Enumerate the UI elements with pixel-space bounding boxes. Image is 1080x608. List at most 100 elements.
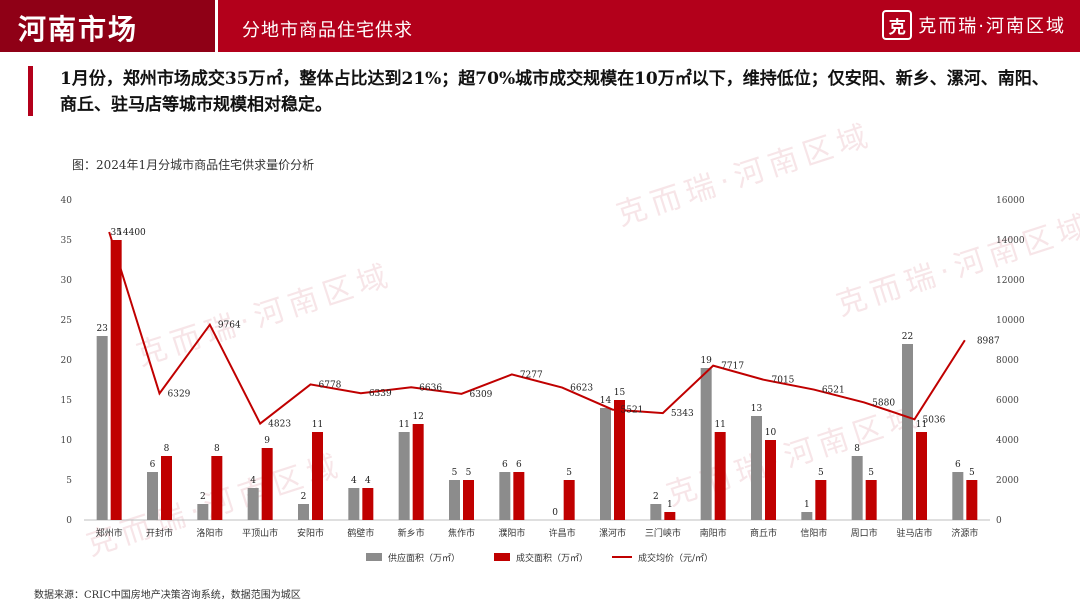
x-category-label: 鹤壁市: [347, 527, 374, 539]
header-bar: 河南市场 分地市商品住宅供求 克 克而瑞·河南区域: [0, 0, 1080, 52]
supply-data-label: 11: [398, 420, 409, 430]
deal-data-label: 4: [365, 476, 371, 486]
price-data-label: 7717: [721, 362, 744, 372]
deal-bar: [815, 480, 827, 520]
x-category-label: 商丘市: [750, 527, 777, 539]
deal-bar: [110, 240, 122, 520]
supply-data-label: 6: [150, 460, 156, 470]
supply-bar: [147, 472, 158, 520]
supply-data-label: 6: [955, 460, 961, 470]
deal-data-label: 11: [714, 420, 725, 430]
supply-data-label: 2: [653, 492, 659, 502]
supply-data-label: 6: [502, 460, 508, 470]
price-data-label: 14400: [117, 228, 146, 238]
price-data-label: 6623: [570, 384, 593, 394]
page-subtitle: 分地市商品住宅供求: [242, 20, 413, 41]
y-right-tick-label: 2000: [996, 476, 1019, 486]
y-right-tick-label: 0: [996, 516, 1002, 526]
supply-bar: [650, 504, 662, 520]
legend-swatch: [494, 553, 510, 561]
price-data-label: 5880: [872, 398, 895, 408]
x-category-label: 漯河市: [599, 527, 626, 539]
deal-bar: [714, 432, 726, 520]
legend-label: 成交均价（元/㎡）: [638, 552, 713, 564]
deal-data-label: 1: [667, 500, 673, 510]
header-title-box: 河南市场: [0, 0, 215, 52]
logo-seal-icon: 克: [882, 10, 913, 40]
deal-data-label: 8: [164, 444, 170, 454]
x-category-label: 济源市: [951, 527, 978, 539]
deal-bar: [312, 432, 323, 520]
deal-bar: [161, 456, 172, 520]
price-data-label: 6309: [470, 390, 493, 400]
deal-bar: [463, 480, 474, 520]
data-source-note: 数据来源：CRIC中国房地产决策咨询系统，数据范围为城区: [34, 590, 301, 601]
y-left-tick-label: 35: [61, 236, 73, 246]
x-category-label: 平顶山市: [242, 527, 278, 539]
page-title: 河南市场: [18, 13, 139, 46]
price-data-label: 7277: [520, 370, 543, 380]
supply-data-label: 2: [200, 492, 206, 502]
deal-bar: [865, 480, 877, 520]
supply-data-label: 13: [751, 404, 763, 414]
supply-data-label: 1: [804, 500, 810, 510]
supply-bar: [700, 368, 712, 520]
deal-data-label: 8: [214, 444, 220, 454]
deal-bar: [412, 424, 424, 520]
y-left-tick-label: 5: [66, 476, 72, 486]
supply-bar: [398, 432, 410, 520]
x-category-label: 许昌市: [549, 527, 576, 539]
price-data-label: 6636: [419, 383, 442, 393]
supply-bar: [197, 504, 209, 520]
supply-data-label: 4: [250, 476, 256, 486]
deal-bar: [362, 488, 374, 520]
price-data-label: 5036: [923, 415, 946, 425]
price-data-label: 6521: [822, 386, 845, 396]
y-left-tick-label: 20: [61, 356, 73, 366]
x-category-label: 安阳市: [297, 527, 324, 539]
deal-data-label: 5: [969, 468, 975, 478]
legend-swatch: [366, 553, 382, 561]
deal-bar: [916, 432, 927, 520]
legend-label: 成交面积（万㎡）: [516, 552, 588, 564]
x-category-label: 濮阳市: [498, 527, 525, 539]
deal-data-label: 12: [412, 412, 423, 422]
summary-text: 1月份，郑州市场成交35万㎡，整体占比达到21%；超70%城市成交规模在10万㎡…: [60, 69, 1049, 115]
x-category-label: 郑州市: [96, 527, 123, 539]
y-right-tick-label: 16000: [996, 196, 1025, 206]
x-category-label: 洛阳市: [196, 527, 223, 539]
supply-bar: [952, 472, 964, 520]
deal-bar: [664, 512, 676, 520]
y-right-tick-label: 6000: [996, 396, 1019, 406]
deal-data-label: 11: [916, 420, 927, 430]
legend-label: 供应面积（万㎡）: [388, 552, 460, 564]
supply-bar: [298, 504, 309, 520]
y-left-tick-label: 10: [61, 436, 73, 446]
deal-data-label: 5: [566, 468, 572, 478]
deal-bar: [614, 400, 625, 520]
supply-bar: [247, 488, 259, 520]
y-right-tick-label: 4000: [996, 436, 1019, 446]
deal-bar: [563, 480, 575, 520]
deal-data-label: 10: [765, 428, 777, 438]
deal-data-label: 15: [614, 388, 626, 398]
header-divider: [215, 0, 218, 52]
chart-caption: 图：2024年1月分城市商品住宅供求量价分析: [72, 158, 315, 172]
price-data-label: 8987: [977, 336, 1000, 346]
x-category-label: 南阳市: [700, 527, 727, 539]
x-category-label: 焦作市: [448, 527, 475, 539]
x-category-label: 新乡市: [398, 527, 425, 539]
price-data-label: 4823: [268, 420, 291, 430]
price-data-label: 6329: [168, 389, 191, 399]
deal-data-label: 11: [312, 420, 323, 430]
supply-data-label: 23: [96, 324, 108, 334]
x-category-label: 信阳市: [800, 527, 827, 539]
deal-bar: [765, 440, 776, 520]
price-data-label: 9764: [218, 321, 241, 331]
supply-data-label: 8: [854, 444, 860, 454]
x-category-label: 开封市: [146, 527, 173, 539]
x-category-label: 周口市: [851, 527, 878, 539]
brand-logo: 克 克而瑞·河南区域: [882, 10, 1066, 40]
x-category-label: 驻马店市: [896, 527, 932, 539]
